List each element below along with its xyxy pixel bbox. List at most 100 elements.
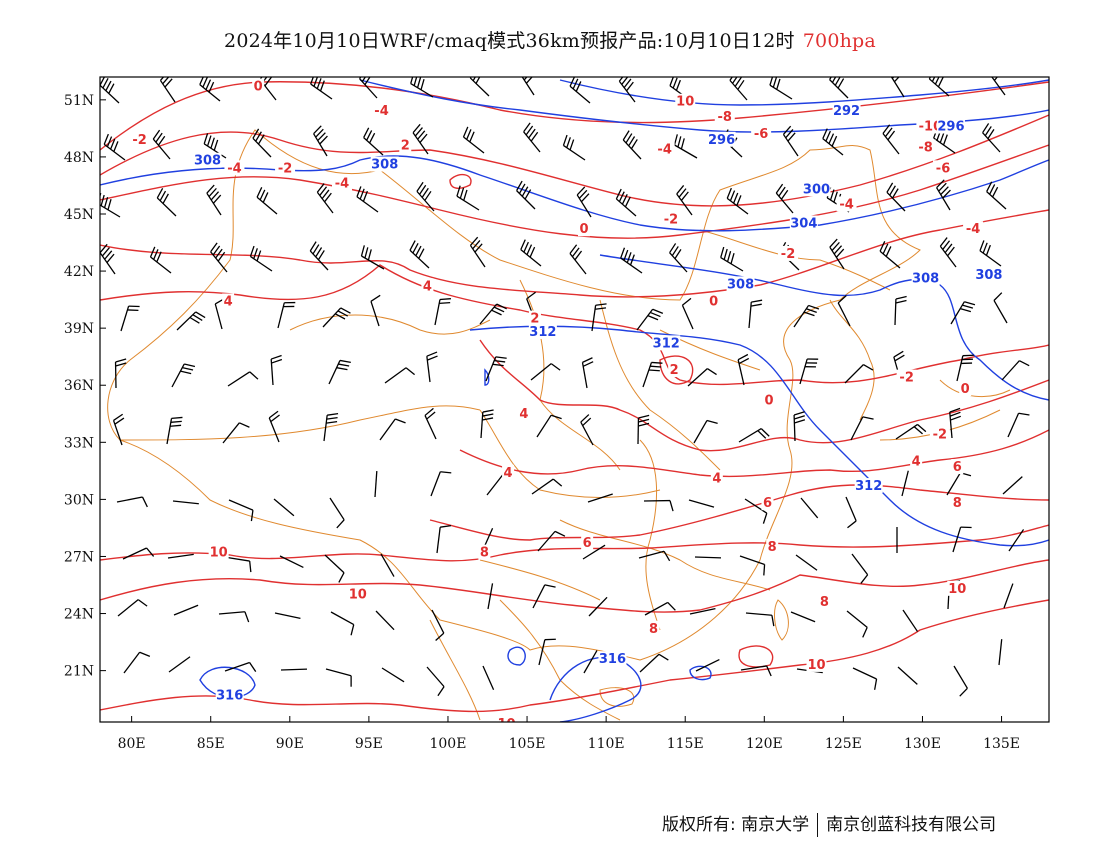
wind-barb — [166, 416, 183, 445]
wind-barb — [829, 238, 845, 270]
wind-barb — [117, 599, 148, 617]
wind-barb — [256, 187, 278, 215]
wind-barb — [998, 639, 1003, 666]
wind-barb — [270, 354, 283, 386]
temperature-label-bg — [129, 131, 150, 147]
wind-barb — [979, 240, 1002, 267]
temperature-isoline — [100, 114, 1049, 207]
wind-barb — [375, 610, 395, 631]
temperature-label-bg — [806, 656, 827, 672]
temperature-isoline — [100, 559, 1049, 613]
wind-barb — [837, 294, 851, 327]
wind-barb — [532, 584, 556, 609]
lat-tick-label: 45N — [64, 207, 94, 223]
latitude-axis: 51N 48N 45N 42N 39N 36N 33N 30N 27N 24N 21N — [64, 93, 106, 680]
temperature-label: -2 — [781, 247, 795, 262]
wind-barb — [886, 182, 906, 212]
wind-barb — [852, 667, 878, 690]
province-border — [429, 619, 481, 721]
temperature-label-bg — [751, 126, 772, 142]
wind-barb — [986, 181, 1007, 210]
temperature-label: 10 — [807, 658, 825, 673]
wind-barb — [384, 367, 415, 384]
temperature-label-bg — [399, 137, 412, 153]
wind-barb — [222, 422, 250, 444]
height-label-bg — [215, 687, 244, 703]
wind-barb — [152, 129, 171, 160]
wind-barb — [310, 77, 333, 100]
wind-barb — [167, 553, 194, 559]
wind-barb — [280, 668, 308, 671]
wind-barb — [846, 610, 868, 638]
footer-divider — [817, 813, 819, 837]
height-isoline — [507, 646, 526, 666]
footer-credits: 版权所有: 南京大学 南京创蓝科技有限公司 — [662, 810, 996, 837]
lon-tick-label: 80E — [118, 736, 146, 752]
temperature-label: 4 — [519, 407, 528, 422]
temperature-label-bg — [896, 369, 917, 385]
lon-tick-label: 95E — [355, 736, 383, 752]
wind-barb — [487, 583, 494, 610]
wind-barb — [434, 298, 451, 326]
height-labels: 292 296 296 308 308 300 304 308 308 308 312 312 312 3… — [193, 103, 1003, 703]
wind-barb — [426, 351, 438, 383]
wind-barb — [171, 363, 196, 388]
wind-barb — [582, 544, 606, 560]
temperature-label: 4 — [712, 471, 721, 486]
copyright-text: 版权所有: 南京大学 — [662, 815, 810, 835]
wind-barb — [122, 547, 155, 560]
wind-barb — [227, 371, 259, 387]
temperature-label-bg — [929, 426, 950, 442]
wind-barb — [521, 77, 535, 96]
temperature-label: -8 — [718, 110, 732, 125]
wind-barb — [531, 478, 563, 495]
temperature-label: 4 — [504, 466, 513, 481]
height-label: 312 — [855, 479, 882, 494]
wind-barb — [622, 130, 642, 160]
wind-barb — [176, 311, 206, 331]
plot-frame — [99, 76, 1050, 723]
lon-tick-label: 125E — [825, 736, 862, 752]
height-label: 316 — [599, 652, 626, 667]
temperature-contours — [100, 81, 1049, 713]
lon-tick-label: 135E — [983, 736, 1020, 752]
wind-barb — [1002, 476, 1023, 495]
temperature-label: 0 — [765, 393, 774, 408]
wind-barb — [643, 499, 674, 512]
temperature-label: -2 — [933, 428, 947, 443]
wind-barb — [379, 418, 406, 441]
temperature-label-bg — [252, 78, 265, 94]
wind-barb — [636, 308, 664, 331]
height-label-bg — [528, 323, 557, 339]
temperature-label-bg — [347, 586, 368, 602]
wind-barb — [569, 244, 587, 275]
wind-barb — [681, 297, 694, 330]
temperature-label-bg — [222, 293, 235, 309]
wind-barb — [953, 665, 968, 697]
height-label-bg — [832, 103, 861, 119]
wind-barb — [1008, 529, 1025, 552]
wind-barb — [279, 555, 304, 568]
wind-barbs — [100, 77, 1030, 697]
wind-barb — [882, 124, 900, 155]
height-label: 308 — [912, 272, 939, 287]
temperature-label-bg — [331, 175, 352, 191]
wind-barb — [360, 245, 385, 270]
temperature-label: -8 — [918, 140, 932, 155]
wind-barb — [822, 128, 844, 156]
wind-barb — [324, 554, 345, 583]
wind-barb — [588, 596, 608, 617]
temperature-isoline — [100, 144, 1049, 239]
temperature-label: 0 — [579, 222, 588, 237]
title-main: 2024年10月10日WRF/cmaq模式36km预报产品:10月10日12时 — [224, 30, 795, 52]
height-label: 312 — [529, 325, 556, 340]
wind-barb — [268, 410, 280, 443]
wind-barb — [322, 307, 351, 328]
wind-barb — [516, 180, 536, 210]
temperature-label: 10 — [948, 582, 966, 597]
wind-barb — [618, 77, 636, 103]
wind-barb — [156, 188, 177, 217]
temperature-label-bg — [947, 580, 968, 596]
wind-barb — [993, 292, 1008, 324]
wind-barb — [587, 493, 613, 503]
